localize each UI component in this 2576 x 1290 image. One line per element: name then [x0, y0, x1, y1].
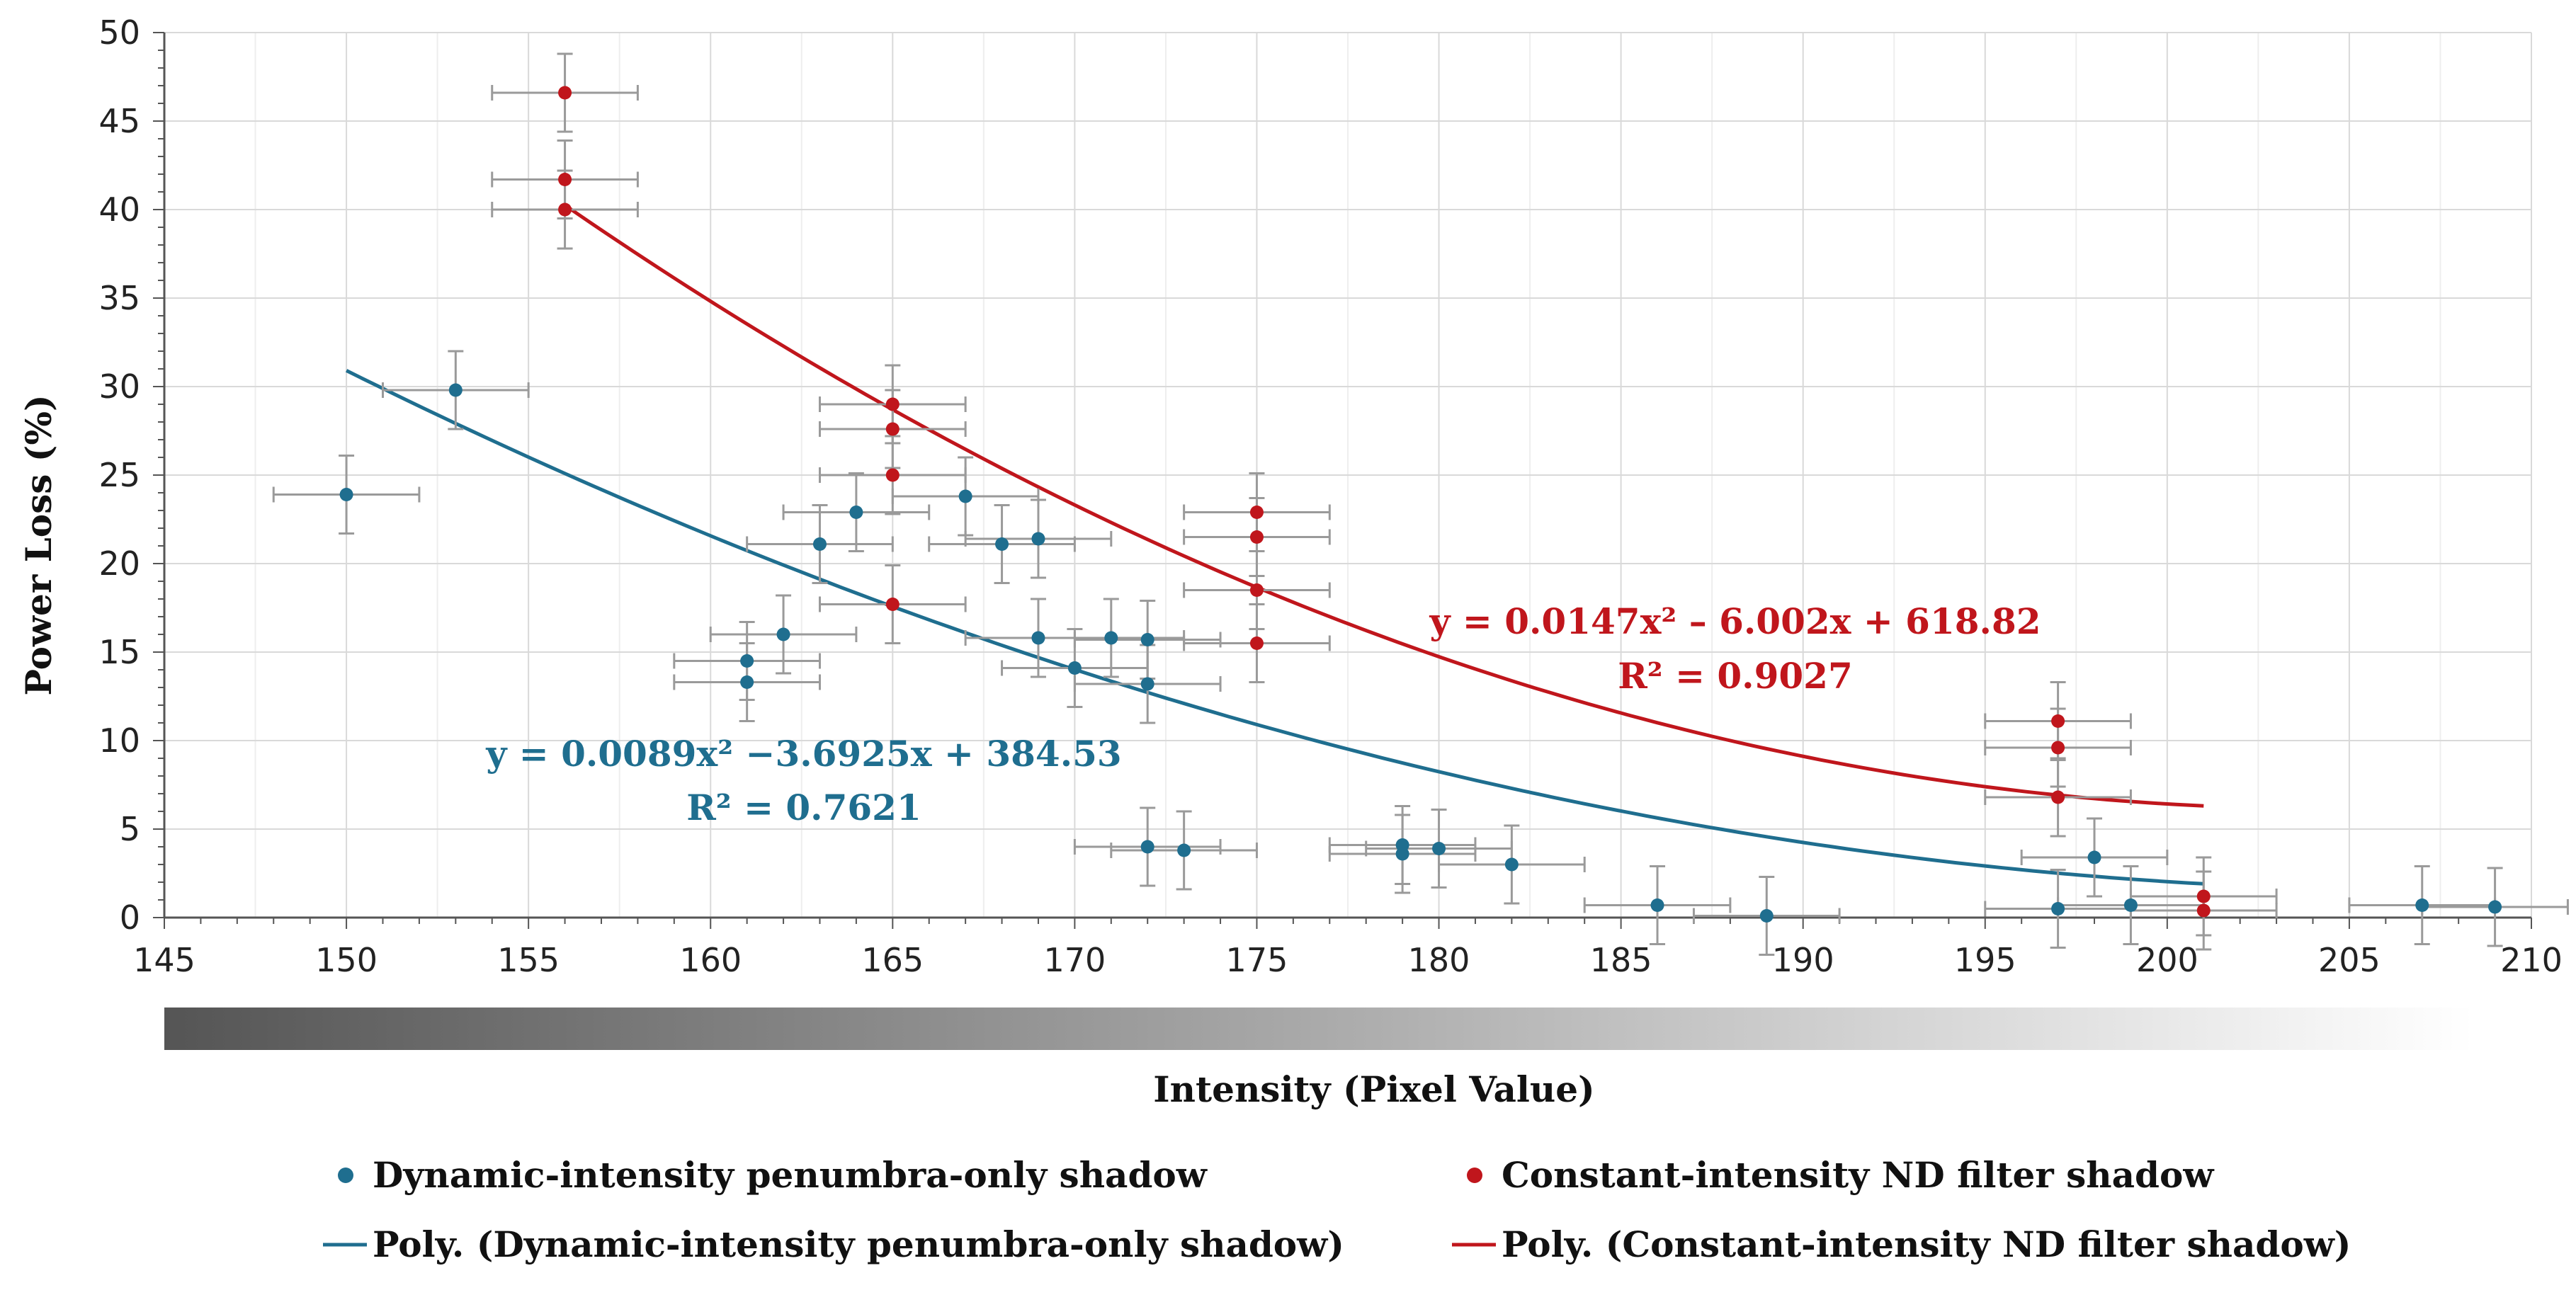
plot-frame [153, 32, 2532, 929]
x-tick-label: 150 [315, 941, 378, 979]
data-point-dynamic [1067, 661, 1082, 675]
x-tick-label: 170 [1043, 941, 1106, 979]
y-axis-title: Power Loss (%) [18, 394, 59, 695]
intensity-gradient-bar [164, 1008, 2473, 1050]
data-point-constant [1249, 506, 1264, 519]
x-tick-label: 200 [2136, 941, 2198, 979]
x-tick-labels: 145 150 155 160 165 170 175 180 185 190 195 200 205 2… [133, 941, 2563, 979]
y-tick-label: 35 [98, 279, 140, 317]
legend-label-dynamic: Dynamic-intensity penumbra-only shadow [373, 1154, 1208, 1196]
y-tick-label: 45 [98, 102, 140, 140]
data-point-constant [1249, 583, 1264, 597]
legend-item-dynamic-trend: Poly. (Dynamic-intensity penumbra-only s… [323, 1223, 1344, 1265]
legend-marker-constant [1467, 1168, 1482, 1183]
data-points [339, 86, 2502, 923]
trendline-equation-dynamic: y = 0.0089x² −3.6925x + 384.53 R² = 0.76… [485, 733, 1121, 828]
data-point-dynamic [1432, 842, 1446, 855]
data-point-dynamic [1759, 909, 1774, 923]
r-squared-constant: R² = 0.9027 [1618, 655, 1853, 697]
data-point-dynamic [1104, 631, 1118, 645]
data-point-constant [2196, 903, 2211, 918]
data-point-dynamic [776, 627, 790, 641]
x-tick-label: 180 [1408, 941, 1470, 979]
x-tick-label: 190 [1772, 941, 1834, 979]
data-point-dynamic [1650, 898, 1664, 912]
data-point-constant [2051, 741, 2065, 755]
x-tick-label: 145 [133, 941, 195, 979]
legend-label-dynamic-trend: Poly. (Dynamic-intensity penumbra-only s… [373, 1223, 1344, 1265]
data-point-constant [2051, 790, 2065, 804]
y-tick-label: 20 [98, 544, 140, 583]
data-point-dynamic [1177, 843, 1191, 857]
data-point-dynamic [2087, 850, 2101, 864]
y-tick-label: 0 [120, 898, 140, 937]
y-tick-label: 25 [98, 456, 140, 494]
data-point-dynamic [740, 675, 754, 689]
legend-label-constant-trend: Poly. (Constant-intensity ND filter shad… [1502, 1223, 2351, 1265]
x-tick-label: 185 [1590, 941, 1652, 979]
data-point-constant [2196, 889, 2211, 903]
x-tick-label: 210 [2500, 941, 2563, 979]
data-point-dynamic [1140, 633, 1154, 646]
trendline-equation-constant: y = 0.0147x² – 6.002x + 618.82 R² = 0.90… [1429, 600, 2041, 697]
y-tick-label: 50 [98, 13, 140, 52]
y-tick-label: 15 [98, 633, 140, 671]
data-point-dynamic [849, 506, 863, 519]
x-axis-title: Intensity (Pixel Value) [1153, 1068, 1594, 1110]
data-point-constant [558, 173, 572, 186]
data-point-dynamic [1504, 857, 1519, 872]
data-point-dynamic [812, 537, 827, 551]
legend-label-constant: Constant-intensity ND filter shadow [1502, 1154, 2215, 1196]
data-point-dynamic [448, 383, 463, 397]
trendlines [345, 203, 2204, 886]
trendline-constant [564, 203, 2204, 808]
legend-marker-dynamic [338, 1168, 353, 1183]
data-point-dynamic [2415, 898, 2429, 912]
data-point-dynamic [1140, 840, 1154, 854]
r-squared-dynamic: R² = 0.7621 [686, 787, 921, 828]
data-point-constant [885, 468, 900, 482]
x-tick-label: 175 [1226, 941, 1288, 979]
legend: Dynamic-intensity penumbra-only shadow C… [323, 1154, 2351, 1265]
data-point-constant [1249, 530, 1264, 544]
legend-item-constant-trend: Poly. (Constant-intensity ND filter shad… [1452, 1223, 2351, 1265]
data-point-dynamic [1395, 847, 1409, 861]
trendline-dynamic [345, 369, 2204, 886]
y-tick-label: 30 [98, 367, 140, 406]
legend-item-dynamic-points: Dynamic-intensity penumbra-only shadow [338, 1154, 1208, 1196]
data-point-constant [2051, 714, 2065, 728]
y-tick-label: 40 [98, 190, 140, 229]
x-tick-label: 160 [679, 941, 742, 979]
data-point-constant [558, 202, 572, 217]
equation-dynamic: y = 0.0089x² −3.6925x + 384.53 [485, 733, 1121, 775]
y-tick-label: 5 [120, 810, 140, 848]
data-point-dynamic [2123, 898, 2138, 912]
data-point-dynamic [1031, 532, 1045, 546]
data-point-constant [885, 598, 900, 611]
data-point-dynamic [958, 489, 972, 503]
data-point-constant [885, 422, 900, 436]
data-point-dynamic [995, 537, 1009, 551]
x-tick-label: 165 [861, 941, 924, 979]
y-tick-label: 10 [98, 721, 140, 760]
data-point-constant [885, 397, 900, 411]
grid [164, 32, 2532, 918]
data-point-dynamic [1140, 677, 1154, 691]
x-tick-label: 195 [1954, 941, 2016, 979]
x-tick-label: 205 [2318, 941, 2381, 979]
data-point-dynamic [1031, 631, 1045, 645]
error-bars [272, 52, 2569, 956]
data-point-dynamic [740, 654, 754, 668]
data-point-constant [558, 86, 572, 100]
data-point-dynamic [2488, 900, 2502, 914]
x-tick-label: 155 [497, 941, 560, 979]
legend-item-constant-points: Constant-intensity ND filter shadow [1467, 1154, 2215, 1196]
equation-constant: y = 0.0147x² – 6.002x + 618.82 [1429, 600, 2041, 642]
data-point-dynamic [339, 488, 353, 501]
data-point-constant [1249, 637, 1264, 650]
y-tick-labels: 0 5 10 15 20 25 30 35 40 45 50 [98, 13, 140, 937]
data-point-dynamic [2051, 902, 2065, 915]
